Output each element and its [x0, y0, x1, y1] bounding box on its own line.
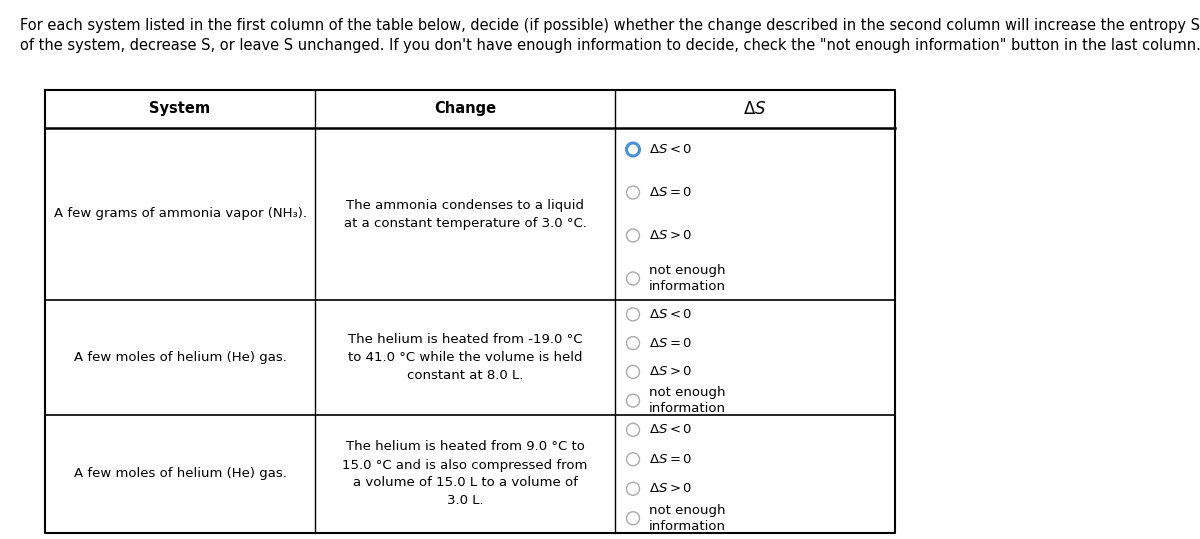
Text: $\Delta S < 0$: $\Delta S < 0$	[649, 308, 692, 321]
Ellipse shape	[626, 482, 640, 495]
Text: $\Delta S < 0$: $\Delta S < 0$	[649, 423, 692, 436]
Text: A few moles of helium (He) gas.: A few moles of helium (He) gas.	[73, 351, 287, 364]
Ellipse shape	[626, 337, 640, 350]
Text: For each system listed in the first column of the table below, decide (if possib: For each system listed in the first colu…	[20, 18, 1200, 33]
Text: not enough
information: not enough information	[649, 504, 726, 533]
Ellipse shape	[626, 394, 640, 407]
Text: $\Delta S = 0$: $\Delta S = 0$	[649, 453, 692, 466]
Text: The helium is heated from -19.0 °C
to 41.0 °C while the volume is held
constant : The helium is heated from -19.0 °C to 41…	[348, 333, 582, 382]
Ellipse shape	[626, 365, 640, 378]
Ellipse shape	[626, 143, 640, 156]
Text: not enough
information: not enough information	[649, 386, 726, 415]
Text: System: System	[150, 101, 210, 116]
Text: not enough
information: not enough information	[649, 264, 726, 293]
Text: A few moles of helium (He) gas.: A few moles of helium (He) gas.	[73, 467, 287, 480]
Text: of the system, decrease S, or leave S unchanged. If you don't have enough inform: of the system, decrease S, or leave S un…	[20, 38, 1200, 53]
Text: The ammonia condenses to a liquid
at a constant temperature of 3.0 °C.: The ammonia condenses to a liquid at a c…	[343, 198, 587, 230]
Ellipse shape	[626, 423, 640, 436]
Ellipse shape	[626, 308, 640, 321]
Text: $\Delta S = 0$: $\Delta S = 0$	[649, 186, 692, 199]
Text: $\Delta S$: $\Delta S$	[743, 100, 767, 118]
Text: $\Delta S < 0$: $\Delta S < 0$	[649, 143, 692, 156]
Text: Change: Change	[434, 101, 496, 116]
Text: $\Delta S > 0$: $\Delta S > 0$	[649, 365, 692, 378]
Text: A few grams of ammonia vapor (NH₃).: A few grams of ammonia vapor (NH₃).	[54, 208, 306, 220]
Text: The helium is heated from 9.0 °C to
15.0 °C and is also compressed from
a volume: The helium is heated from 9.0 °C to 15.0…	[342, 440, 588, 508]
Text: $\Delta S > 0$: $\Delta S > 0$	[649, 482, 692, 495]
Ellipse shape	[626, 272, 640, 285]
Ellipse shape	[626, 512, 640, 525]
Ellipse shape	[626, 229, 640, 242]
Text: $\Delta S = 0$: $\Delta S = 0$	[649, 337, 692, 350]
Ellipse shape	[626, 453, 640, 466]
Ellipse shape	[626, 186, 640, 199]
Text: $\Delta S > 0$: $\Delta S > 0$	[649, 229, 692, 242]
